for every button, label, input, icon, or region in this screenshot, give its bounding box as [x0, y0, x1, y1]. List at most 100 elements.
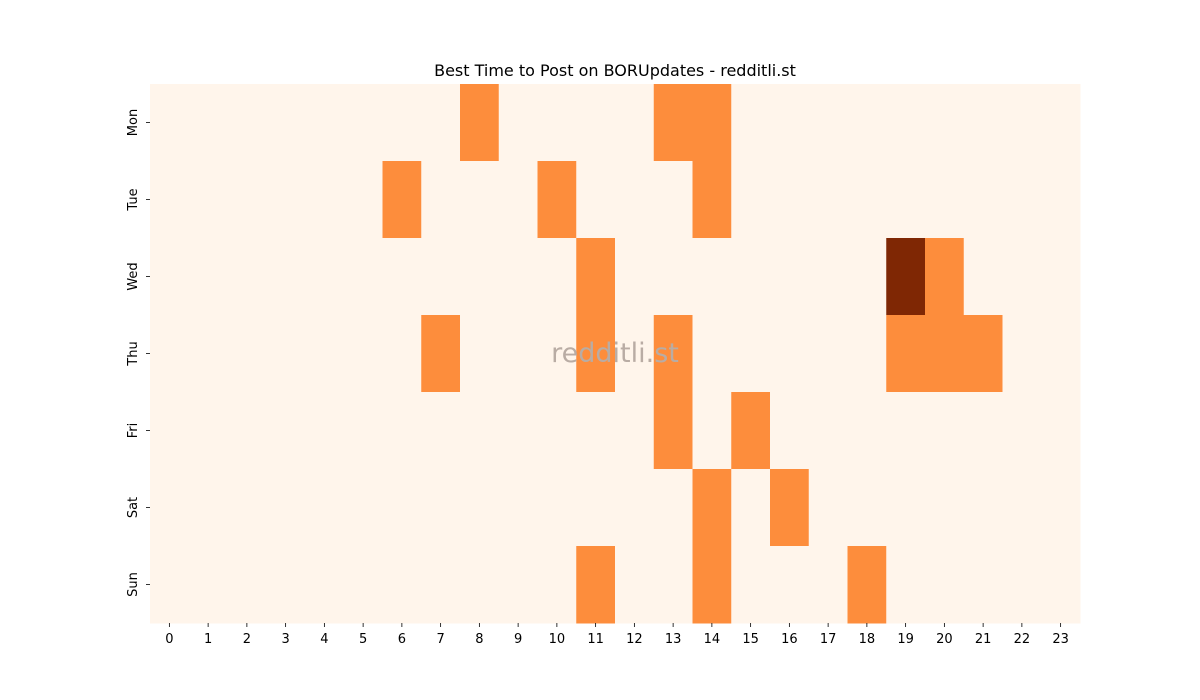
heatmap-cell-tue-8 [460, 161, 500, 239]
x-tick-label: 13 [665, 632, 682, 647]
heatmap-cell-thu-15 [731, 315, 771, 393]
heatmap-cell-tue-7 [421, 161, 461, 239]
heatmap-cell-tue-20 [925, 161, 965, 239]
heatmap-cell-fri-1 [188, 392, 228, 470]
heatmap-cell-thu-23 [1041, 315, 1081, 393]
x-tick-label: 14 [704, 632, 721, 647]
heatmap-cell-wed-2 [227, 238, 267, 316]
heatmap-cell-sat-20 [925, 469, 965, 547]
heatmap-cell-sat-2 [227, 469, 267, 547]
heatmap-cell-mon-19 [886, 84, 926, 162]
heatmap-cells [150, 84, 1081, 624]
heatmap-cell-wed-22 [1002, 238, 1042, 316]
heatmap-cell-fri-9 [498, 392, 538, 470]
y-axis: Mon Tue Wed Thu Fri Sat Sun [126, 109, 150, 597]
x-tick-label: 18 [859, 632, 876, 647]
heatmap-cell-fri-14 [692, 392, 732, 470]
heatmap-cell-sat-8 [460, 469, 500, 547]
heatmap-cell-mon-16 [770, 84, 810, 162]
heatmap-cell-mon-2 [227, 84, 267, 162]
chart-title: Best Time to Post on BORUpdates - reddit… [434, 61, 796, 80]
watermark: redditli.st [551, 338, 679, 369]
heatmap-cell-mon-23 [1041, 84, 1081, 162]
heatmap-cell-tue-14 [692, 161, 732, 239]
x-tick-label: 10 [549, 632, 566, 647]
heatmap-cell-thu-6 [382, 315, 422, 393]
heatmap-cell-fri-18 [847, 392, 887, 470]
heatmap-cell-fri-2 [227, 392, 267, 470]
heatmap-cell-sat-14 [692, 469, 732, 547]
heatmap-cell-mon-11 [576, 84, 616, 162]
x-tick-label: 2 [243, 632, 251, 647]
heatmap-cell-fri-7 [421, 392, 461, 470]
heatmap-cell-fri-10 [537, 392, 577, 470]
heatmap-cell-sun-17 [808, 546, 848, 624]
heatmap-cell-sat-19 [886, 469, 926, 547]
heatmap-cell-thu-20 [925, 315, 965, 393]
x-tick-label: 9 [514, 632, 522, 647]
heatmap-cell-thu-17 [808, 315, 848, 393]
heatmap-cell-sun-3 [266, 546, 306, 624]
heatmap-cell-mon-1 [188, 84, 228, 162]
x-tick-label: 3 [281, 632, 289, 647]
heatmap-cell-thu-11 [576, 315, 616, 393]
heatmap-cell-sun-21 [963, 546, 1003, 624]
x-tick-label: 19 [897, 632, 914, 647]
heatmap-cell-tue-4 [305, 161, 345, 239]
heatmap-cell-mon-13 [653, 84, 693, 162]
heatmap-cell-thu-19 [886, 315, 926, 393]
heatmap-cell-mon-10 [537, 84, 577, 162]
heatmap-cell-sat-15 [731, 469, 771, 547]
heatmap-cell-tue-15 [731, 161, 771, 239]
heatmap-cell-fri-15 [731, 392, 771, 470]
y-tick-label: Mon [126, 109, 141, 136]
heatmap-cell-sun-10 [537, 546, 577, 624]
heatmap-cell-sat-12 [615, 469, 655, 547]
heatmap-cell-thu-22 [1002, 315, 1042, 393]
heatmap-cell-fri-22 [1002, 392, 1042, 470]
heatmap-cell-sun-14 [692, 546, 732, 624]
heatmap-cell-thu-3 [266, 315, 306, 393]
y-tick-label: Sat [126, 497, 141, 518]
heatmap-cell-sun-13 [653, 546, 693, 624]
heatmap-cell-mon-5 [343, 84, 383, 162]
x-tick-label: 11 [587, 632, 604, 647]
heatmap-cell-sun-6 [382, 546, 422, 624]
heatmap-cell-tue-18 [847, 161, 887, 239]
heatmap-cell-fri-16 [770, 392, 810, 470]
heatmap-cell-sun-11 [576, 546, 616, 624]
heatmap-cell-wed-11 [576, 238, 616, 316]
heatmap-cell-tue-3 [266, 161, 306, 239]
heatmap-cell-fri-12 [615, 392, 655, 470]
x-tick-label: 6 [398, 632, 406, 647]
y-tick-label: Wed [126, 262, 141, 290]
heatmap-cell-tue-10 [537, 161, 577, 239]
heatmap-cell-wed-13 [653, 238, 693, 316]
heatmap-cell-tue-23 [1041, 161, 1081, 239]
heatmap-cell-tue-11 [576, 161, 616, 239]
x-tick-label: 22 [1014, 632, 1031, 647]
heatmap-cell-mon-15 [731, 84, 771, 162]
x-tick-label: 8 [475, 632, 483, 647]
heatmap-cell-wed-19 [886, 238, 926, 316]
heatmap-cell-fri-6 [382, 392, 422, 470]
heatmap-cell-thu-4 [305, 315, 345, 393]
x-tick-label: 5 [359, 632, 367, 647]
heatmap-cell-tue-16 [770, 161, 810, 239]
heatmap-cell-wed-1 [188, 238, 228, 316]
heatmap-cell-sat-6 [382, 469, 422, 547]
heatmap-cell-fri-8 [460, 392, 500, 470]
x-axis: 0 1 2 3 4 5 6 7 8 9 10 11 12 13 14 15 16 17 18 19 20 21 22 23 [165, 623, 1069, 647]
heatmap-cell-sat-5 [343, 469, 383, 547]
heatmap-cell-tue-5 [343, 161, 383, 239]
heatmap-cell-thu-2 [227, 315, 267, 393]
heatmap-cell-wed-8 [460, 238, 500, 316]
heatmap-cell-thu-1 [188, 315, 228, 393]
y-tick-label: Fri [126, 423, 141, 439]
heatmap-cell-sat-4 [305, 469, 345, 547]
heatmap-cell-mon-4 [305, 84, 345, 162]
heatmap-cell-tue-17 [808, 161, 848, 239]
heatmap-cell-fri-19 [886, 392, 926, 470]
y-tick-label: Sun [126, 572, 141, 597]
heatmap-cell-tue-9 [498, 161, 538, 239]
